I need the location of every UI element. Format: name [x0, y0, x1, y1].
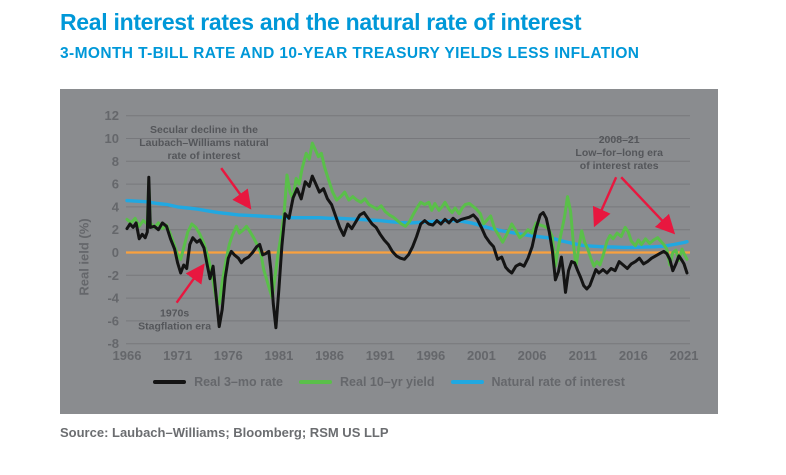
- chart-legend: Real 3–mo rate Real 10–yr yield Natural ra…: [60, 375, 718, 389]
- y-tick-label: -6: [107, 313, 119, 328]
- chart-annotation: Secular decline in the Laubach–Williams n…: [139, 124, 269, 162]
- x-tick-label: 1991: [366, 348, 395, 363]
- series-line-natural-rate-of-interest: [125, 198, 689, 250]
- legend-label: Real 3–mo rate: [194, 375, 284, 389]
- y-axis-title: Real ield (%): [76, 218, 92, 296]
- annotation-arrow: [620, 176, 676, 235]
- x-tick-label: 1966: [113, 348, 142, 363]
- y-tick-label: 4: [112, 199, 120, 214]
- x-tick-label: 2001: [467, 348, 496, 363]
- legend-swatch: [299, 379, 333, 385]
- chart-annotation: 1970s Stagflation era: [138, 307, 211, 332]
- page-title: Real interest rates and the natural rate…: [60, 9, 582, 35]
- legend-label: Natural rate of interest: [491, 375, 625, 389]
- chart-panel: 12 10 8 6 4 2 0 -2 -4 -6 -8 1966 1971 1976 1981 1986 199…: [60, 89, 718, 414]
- x-tick-label: 2016: [619, 348, 648, 363]
- legend-swatch: [153, 379, 187, 385]
- legend-item: Real 3–mo rate: [153, 375, 283, 389]
- legend-swatch: [450, 379, 484, 385]
- y-tick-label: 8: [112, 154, 119, 169]
- x-tick-label: 1986: [315, 348, 344, 363]
- x-tick-label: 2011: [569, 348, 597, 363]
- x-tick-label: 1996: [416, 348, 445, 363]
- page-subtitle: 3-MONTH T-BILL RATE AND 10-YEAR TREASURY…: [60, 45, 640, 62]
- x-tick-label: 1976: [214, 348, 243, 363]
- y-tick-label: 6: [112, 177, 119, 192]
- y-tick-label: 10: [105, 131, 119, 146]
- x-tick-label: 1981: [264, 348, 293, 363]
- x-tick-label: 1971: [163, 348, 192, 363]
- x-tick-label: 2021: [670, 348, 699, 363]
- legend-item: Natural rate of interest: [450, 375, 625, 389]
- legend-item: Real 10–yr yield: [299, 375, 435, 389]
- y-tick-label: 12: [105, 108, 119, 123]
- y-tick-label: 0: [112, 245, 119, 260]
- y-tick-label: 2: [112, 222, 119, 237]
- chart-annotation: 2008–21 Low–for–long era of interest rates: [575, 134, 663, 172]
- annotation-arrow: [175, 263, 205, 304]
- source-note: Source: Laubach–Williams; Bloomberg; RSM…: [60, 425, 389, 440]
- y-tick-label: -4: [107, 291, 119, 306]
- y-tick-label: -8: [107, 336, 119, 351]
- annotation-arrow: [592, 176, 618, 228]
- y-tick-label: -2: [107, 268, 119, 283]
- annotation-arrow: [220, 167, 252, 210]
- series-line-real-10-yr-yield: [125, 141, 689, 306]
- x-tick-label: 2006: [518, 348, 547, 363]
- series-line-real-3-mo-rate: [125, 174, 689, 330]
- legend-label: Real 10–yr yield: [340, 375, 435, 389]
